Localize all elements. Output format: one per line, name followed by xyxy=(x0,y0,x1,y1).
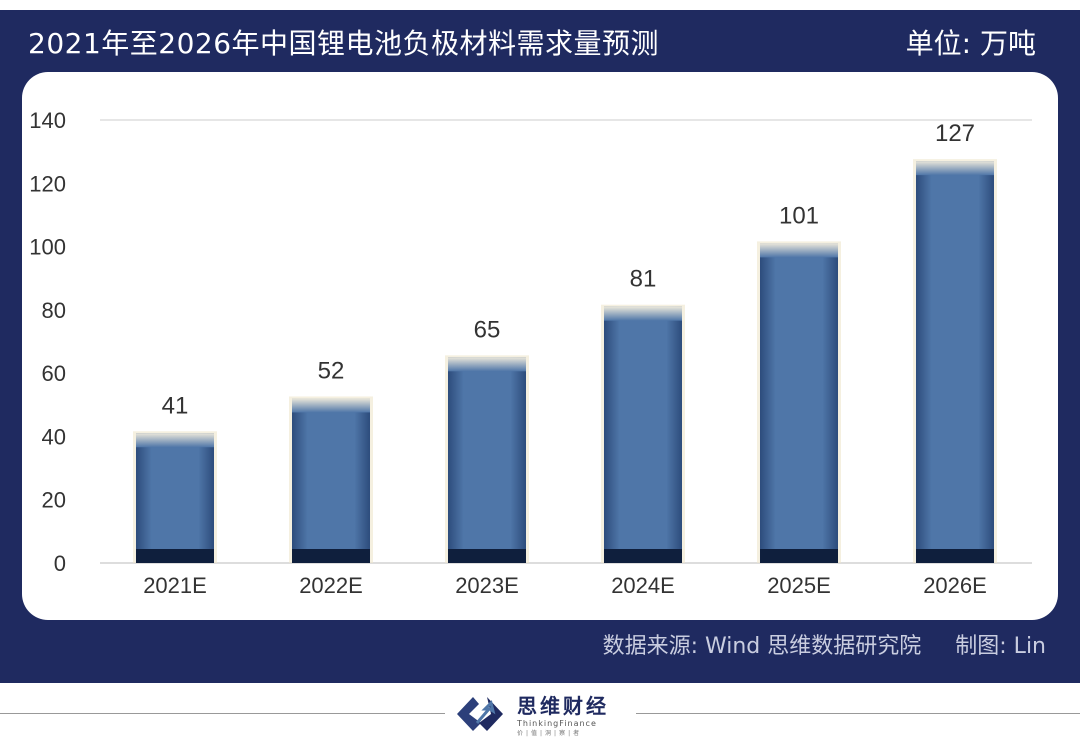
bar-base xyxy=(292,549,370,563)
data-label: 52 xyxy=(318,357,345,384)
bar xyxy=(136,433,214,563)
logo: 思维财经 ThinkingFinance 价|值|洞|察|者 xyxy=(455,690,609,737)
logo-name: 思维财经 xyxy=(517,694,609,718)
y-tick-label: 140 xyxy=(29,108,66,133)
data-label: 81 xyxy=(630,266,657,293)
y-tick-label: 0 xyxy=(54,551,66,576)
data-label: 101 xyxy=(779,202,819,229)
source-text: 数据来源: Wind 思维数据研究院 xyxy=(602,634,922,659)
bar-base xyxy=(760,549,838,563)
unit-label: 单位: 万吨 xyxy=(905,27,1036,60)
bar xyxy=(292,398,370,563)
x-tick-label: 2023E xyxy=(455,573,519,598)
y-tick-label: 40 xyxy=(42,424,66,449)
bar-base xyxy=(604,549,682,563)
x-tick-label: 2022E xyxy=(299,573,363,598)
bar-top-highlight xyxy=(136,433,214,448)
x-tick-label: 2025E xyxy=(767,573,831,598)
y-tick-label: 80 xyxy=(42,298,66,323)
bar xyxy=(604,306,682,563)
bar xyxy=(448,357,526,563)
y-tick-label: 60 xyxy=(42,361,66,386)
bar-base xyxy=(136,549,214,563)
y-tick-label: 120 xyxy=(29,171,66,196)
data-label: 127 xyxy=(935,120,975,147)
logo-tagline: 价|值|洞|察|者 xyxy=(517,730,583,737)
bar-base xyxy=(916,549,994,563)
logo-sub: ThinkingFinance xyxy=(517,719,597,728)
x-tick-label: 2021E xyxy=(143,573,207,598)
x-tick-label: 2026E xyxy=(923,573,987,598)
data-label: 41 xyxy=(162,392,189,419)
bar xyxy=(760,243,838,563)
x-tick-label: 2024E xyxy=(611,573,675,598)
data-label: 65 xyxy=(474,316,501,343)
bar-top-highlight xyxy=(604,306,682,321)
chart-panel: 0 20 40 60 80 100 120 140 41 2021E 52 2022E 65 2023E 8… xyxy=(22,72,1058,620)
bar xyxy=(916,161,994,563)
y-tick-label: 100 xyxy=(29,235,66,260)
logo-icon xyxy=(457,696,503,731)
bar-top-highlight xyxy=(760,243,838,258)
credit-text: 制图: Lin xyxy=(955,634,1046,659)
bar-base xyxy=(448,549,526,563)
source-note: 数据来源: Wind 思维数据研究院 制图: Lin xyxy=(593,628,1046,660)
bar-top-highlight xyxy=(292,398,370,413)
divider-left xyxy=(0,713,445,714)
bar-top-highlight xyxy=(916,161,994,176)
divider-right xyxy=(636,713,1080,714)
bar-chart: 0 20 40 60 80 100 120 140 41 2021E 52 2022E 65 2023E 8… xyxy=(29,108,1032,598)
chart-title: 2021年至2026年中国锂电池负极材料需求量预测 xyxy=(28,27,660,60)
bar-top-highlight xyxy=(448,357,526,372)
y-tick-label: 20 xyxy=(42,488,66,513)
